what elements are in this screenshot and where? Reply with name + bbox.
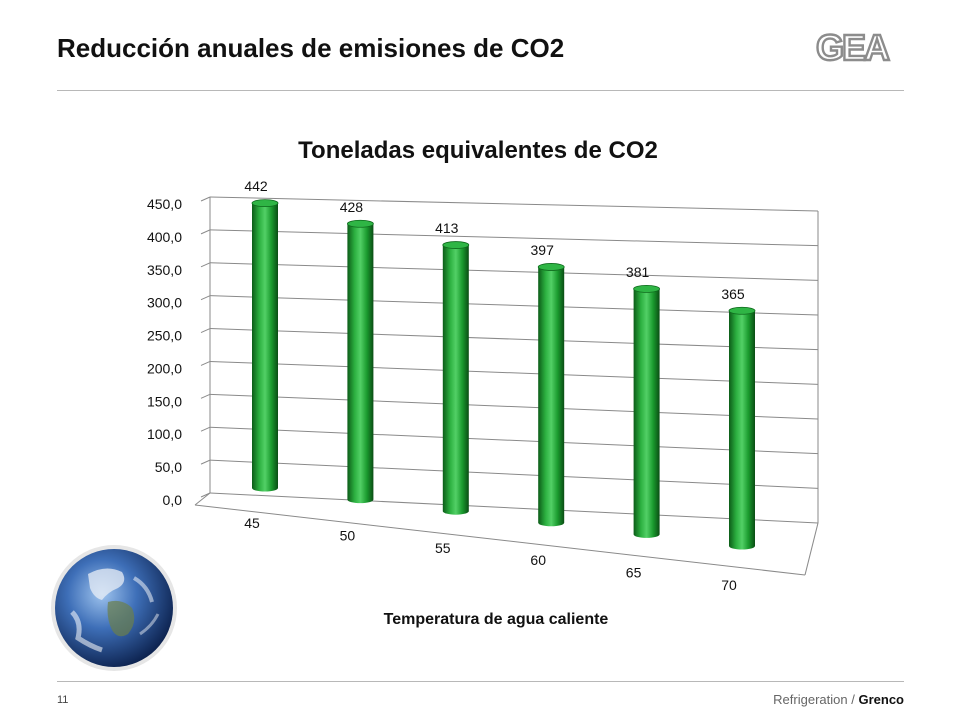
gridline [209, 426, 819, 455]
gridline [209, 360, 819, 385]
bar-top [728, 306, 756, 315]
y-tick-label: 50,0 [155, 459, 182, 475]
header-divider [57, 90, 904, 91]
y-tick-mark [200, 360, 211, 366]
y-tick-mark [200, 262, 211, 268]
x-tick-label: 55 [435, 540, 451, 556]
data-label: 381 [626, 264, 650, 280]
page-number: 11 [57, 694, 69, 706]
gridline [209, 262, 819, 281]
bar [346, 219, 374, 504]
gridline [209, 328, 819, 351]
footer-divider [57, 681, 904, 682]
footer-company: Grenco [858, 692, 904, 707]
footer-separator: / [851, 692, 855, 707]
bar-top [633, 284, 660, 293]
y-tick-label: 250,0 [147, 328, 182, 344]
y-tick-mark [200, 459, 211, 465]
bar-layer [251, 199, 756, 550]
y-tick-layer: 0,0 50,0 100,0 150,0 200,0 250,0 300,0 350,0 400… [147, 196, 182, 508]
gridline [209, 229, 819, 247]
y-tick-label: 100,0 [147, 426, 182, 442]
floor-right-edge [804, 522, 819, 576]
bar [442, 241, 470, 515]
footer-brand: Refrigeration / Grenco [773, 692, 904, 707]
x-tick-label: 45 [244, 515, 260, 531]
x-tick-label: 60 [530, 552, 546, 568]
bar-body [252, 203, 278, 492]
y-tick-label: 200,0 [147, 360, 182, 376]
gridline [209, 492, 819, 524]
y-tick-label: 450,0 [147, 196, 182, 212]
x-tick-label: 65 [626, 565, 642, 581]
y-tick-mark [200, 196, 211, 202]
y-tick-label: 300,0 [147, 295, 182, 311]
data-label: 428 [340, 199, 364, 215]
y-tick-mark [200, 229, 211, 235]
bar-top [346, 219, 374, 228]
bar [728, 306, 756, 550]
bar-top [537, 263, 565, 271]
bar [537, 263, 565, 527]
bar-body [442, 245, 469, 515]
data-label: 442 [244, 178, 268, 194]
gridline [209, 196, 819, 212]
bar-body [633, 288, 660, 538]
bar-body [729, 310, 755, 550]
gridline [209, 393, 819, 420]
bar-body [347, 223, 374, 504]
y-tick-mark [200, 328, 211, 334]
x-axis-title: Temperatura de agua caliente [384, 611, 609, 628]
floor-front-edge [194, 504, 806, 576]
y-tick-label: 150,0 [147, 393, 182, 409]
bar [251, 199, 279, 492]
grid-layer [194, 196, 819, 576]
bar-top [442, 241, 470, 249]
svg-text:GEA: GEA [816, 28, 890, 68]
y-tick-label: 0,0 [163, 492, 183, 508]
data-label: 413 [435, 220, 459, 236]
earth-globe-image [51, 545, 177, 671]
floor-left-edge [194, 492, 211, 506]
data-label: 365 [721, 286, 745, 302]
bar-body [538, 266, 565, 527]
y-tick-label: 400,0 [147, 229, 182, 245]
y-tick-mark [200, 393, 211, 399]
category-layer: 45 50 55 60 65 70 [244, 515, 737, 593]
gridline [209, 295, 819, 316]
data-label: 397 [531, 242, 555, 258]
footer-division: Refrigeration [773, 692, 848, 707]
y-tick-mark [200, 295, 211, 301]
gea-logo: GEA [815, 28, 893, 68]
y-tick-mark [200, 426, 211, 432]
y-tick-label: 350,0 [147, 262, 182, 278]
x-tick-label: 50 [340, 527, 356, 543]
x-tick-label: 70 [721, 577, 737, 593]
bar-top [251, 199, 279, 208]
data-label-layer: 442 428 413 397 381 365 [244, 178, 745, 302]
bar [633, 284, 660, 538]
chart-title: Toneladas equivalentes de CO2 [298, 137, 658, 164]
slide-title: Reducción anuales de emisiones de CO2 [57, 33, 565, 63]
gridline [209, 459, 819, 489]
